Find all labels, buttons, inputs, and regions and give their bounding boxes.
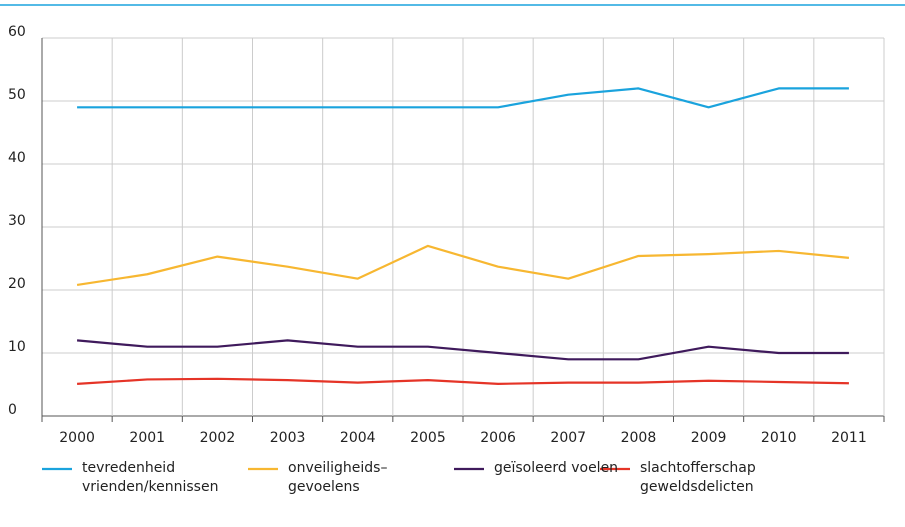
x-tick-label: 2007 bbox=[550, 430, 586, 446]
x-tick-label: 2008 bbox=[621, 430, 657, 446]
x-tick-label: 2001 bbox=[129, 430, 165, 446]
x-tick-label: 2009 bbox=[691, 430, 727, 446]
y-tick-label: 0 bbox=[8, 402, 17, 418]
series-line bbox=[77, 377, 849, 385]
legend-label: geïsoleerd voelen bbox=[494, 460, 619, 476]
x-tick-label: 2002 bbox=[200, 430, 236, 446]
y-tick-label: 30 bbox=[8, 213, 26, 229]
x-tick-label: 2004 bbox=[340, 430, 376, 446]
legend-label: tevredenheid vrienden/kennissen bbox=[82, 460, 219, 495]
series-line bbox=[76, 339, 849, 361]
x-tick-label: 2005 bbox=[410, 430, 446, 446]
y-tick-label: 10 bbox=[8, 339, 26, 355]
y-tick-label: 50 bbox=[8, 87, 26, 103]
x-tick-label: 2000 bbox=[59, 430, 95, 446]
x-tick-label: 2010 bbox=[761, 430, 797, 446]
x-tick-label: 2003 bbox=[270, 430, 306, 446]
y-tick-label: 60 bbox=[8, 24, 26, 40]
y-tick-label: 40 bbox=[8, 150, 26, 166]
legend-label: slachtofferschap geweldsdelicten bbox=[640, 460, 756, 495]
x-tick-label: 2011 bbox=[831, 430, 867, 446]
series-line bbox=[77, 87, 849, 109]
y-tick-label: 20 bbox=[8, 276, 26, 292]
legend-label: onveiligheids– gevoelens bbox=[288, 460, 388, 495]
series-line bbox=[76, 244, 850, 287]
x-tick-label: 2006 bbox=[480, 430, 516, 446]
